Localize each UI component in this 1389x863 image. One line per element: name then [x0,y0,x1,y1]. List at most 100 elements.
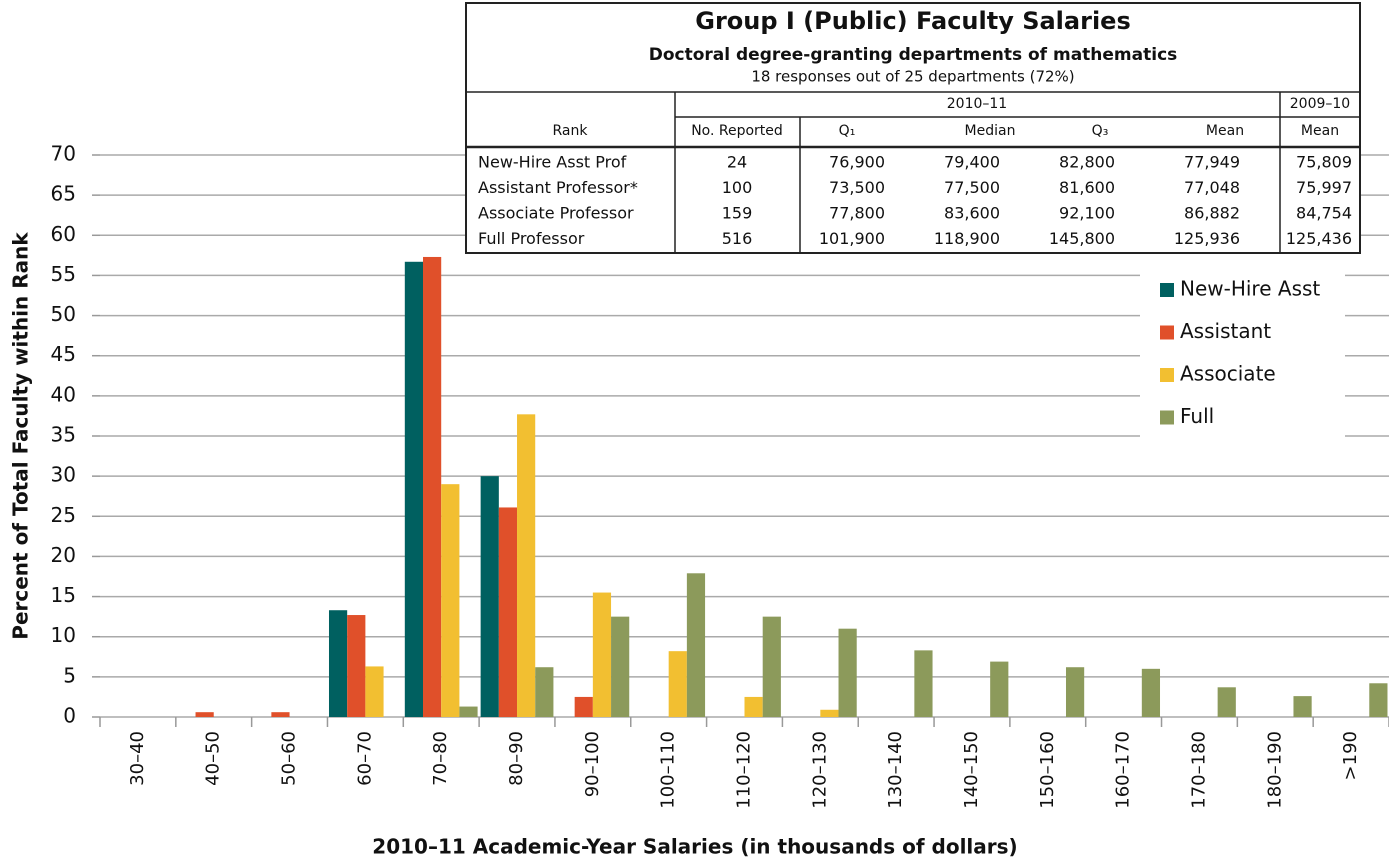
x-tick-label: 180–190 [1264,731,1285,809]
y-axis-title: Percent of Total Faculty within Rank [9,232,33,640]
bar [592,592,612,717]
x-tick-label: 150–160 [1037,731,1058,809]
bar [328,610,348,717]
table-cell: Full Professor [478,229,585,248]
table-title: Group I (Public) Faculty Salaries [695,7,1130,35]
table-cell: 79,400 [944,153,1000,172]
y-tick-label: 35 [51,423,76,447]
table-header: Rank [553,123,589,139]
y-tick-label: 50 [51,302,76,326]
table-header: Q₃ [1092,123,1109,139]
table-note: 18 responses out of 25 departments (72%) [751,68,1074,86]
y-tick-label: 45 [51,342,76,366]
y-tick-label: 25 [51,503,76,527]
bar [1065,667,1085,717]
table-cell: Associate Professor [478,204,634,223]
table-cell: 101,900 [819,229,885,248]
x-tick-label: 80–90 [506,731,527,786]
bar [668,651,687,717]
table-cell: 81,600 [1059,178,1115,197]
table-cell: 76,900 [829,153,885,172]
bar [990,661,1009,717]
bar [404,261,424,717]
x-tick-label: 100–110 [658,731,679,809]
table-cell: 86,882 [1184,204,1240,223]
legend-swatch [1160,325,1174,340]
x-axis-title: 2010–11 Academic-Year Salaries (in thous… [372,835,1017,859]
bar [914,650,933,717]
y-tick-label: 0 [63,704,76,728]
table-header: Mean [1301,123,1339,139]
legend-swatch [1160,368,1174,382]
table-cell: 77,949 [1184,153,1240,172]
bar [271,712,290,717]
bar [480,476,499,717]
bar [1293,696,1312,717]
table-cell: 159 [722,204,753,223]
x-tick-label: 60–70 [354,731,375,786]
bar [820,709,839,717]
table-cell: 92,100 [1059,204,1115,223]
x-tick-label: 90–100 [582,731,603,797]
table-cell: 83,600 [944,204,1000,223]
bar [195,712,214,717]
y-tick-label: 30 [51,463,76,487]
legend-label: Full [1180,404,1214,428]
table-cell: 118,900 [934,229,1000,248]
table-cell: 84,754 [1296,204,1352,223]
bar [347,615,366,717]
table-cell: 125,936 [1174,229,1240,248]
legend-label: Associate [1180,362,1276,386]
bar [535,667,554,717]
legend-label: New-Hire Asst [1180,277,1320,301]
table-header: Q₁ [839,123,856,139]
bar [423,256,442,717]
table-subtitle: Doctoral degree-granting departments of … [649,45,1178,65]
table-cell: 516 [722,229,753,248]
table-cell: 77,500 [944,178,1000,197]
y-tick-label: 5 [63,663,76,687]
table-cell: 73,500 [829,178,885,197]
bar [611,616,630,717]
y-tick-label: 60 [51,222,76,246]
table-cell: 125,436 [1286,229,1352,248]
legend-swatch [1160,410,1174,425]
table-year: 2010–11 [947,96,1007,112]
legend-box [1140,265,1345,437]
y-tick-label: 15 [51,583,76,607]
table-cell: 77,048 [1184,178,1240,197]
x-tick-label: 120–130 [809,731,830,809]
legend-label: Assistant [1180,319,1271,343]
table-header: Median [965,123,1016,139]
y-tick-label: 55 [51,262,76,286]
bar [686,573,706,717]
bar [574,696,593,717]
table-cell: 145,800 [1049,229,1115,248]
x-tick-label: 140–150 [961,731,982,809]
y-tick-label: 40 [51,382,76,406]
bar [744,696,763,717]
x-tick-label: 170–180 [1188,731,1209,809]
bar [365,666,384,717]
x-tick-label: 50–60 [279,731,300,786]
table-cell: 100 [722,178,753,197]
bar [517,414,536,717]
table-header: Mean [1206,123,1244,139]
table-cell: 77,800 [829,204,885,223]
bar [441,484,460,717]
table-box [465,2,1361,254]
table-cell: Assistant Professor* [478,178,638,197]
bar [498,507,518,717]
x-tick-label: 160–170 [1113,731,1134,809]
table-cell: 24 [727,153,747,172]
x-tick-label: 40–50 [203,731,224,786]
bar [762,616,781,717]
table-cell: 82,800 [1059,153,1115,172]
bar [1369,683,1388,717]
table-header: No. Reported [691,123,783,139]
bar [459,706,478,717]
y-tick-label: 20 [51,543,76,567]
table-cell: 75,809 [1296,153,1352,172]
